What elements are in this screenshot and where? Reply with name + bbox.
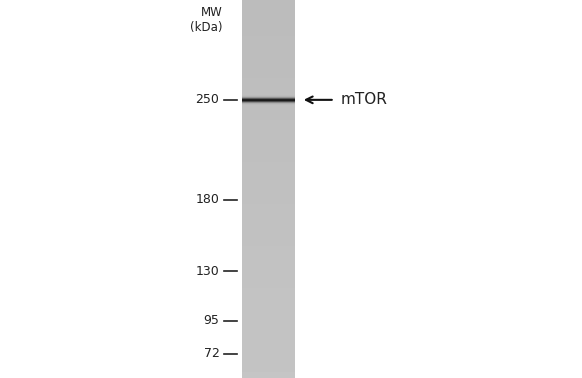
Text: 130: 130 [196,265,219,277]
Text: mTOR: mTOR [340,92,388,107]
Text: 95: 95 [204,314,219,327]
Text: 72: 72 [204,347,219,360]
Text: 250: 250 [196,93,219,106]
Text: 180: 180 [196,193,219,206]
Text: MW
(kDa): MW (kDa) [190,6,222,34]
